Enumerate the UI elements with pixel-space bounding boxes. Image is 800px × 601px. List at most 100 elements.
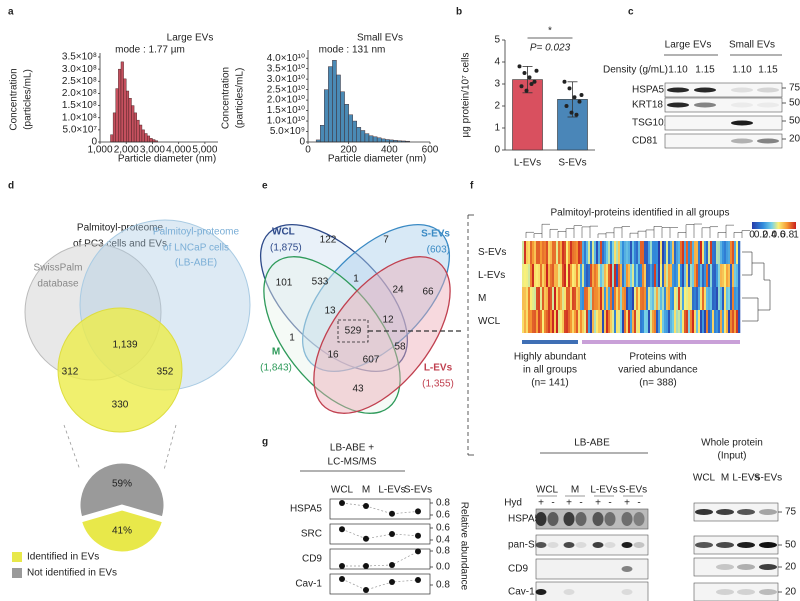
hyd-sign: + — [595, 498, 601, 509]
data-point — [562, 79, 567, 84]
heatmap-cell — [610, 287, 613, 310]
heatmap-cell — [666, 287, 669, 310]
title: Palmitoyl-proteins identified in all gro… — [551, 208, 730, 219]
row-label: L-EVs — [478, 270, 505, 281]
heatmap-cell — [524, 264, 527, 287]
title: Whole protein — [701, 438, 763, 449]
heatmap-cell — [716, 241, 719, 264]
blot-frame — [664, 97, 783, 113]
heatmap-cell — [708, 241, 711, 264]
legend-label: Identified in EVs — [27, 552, 99, 563]
heatmap-cell — [656, 287, 659, 310]
heatmap-cell — [606, 264, 609, 287]
heatmap-cell — [638, 264, 641, 287]
blot-band — [621, 512, 633, 526]
heatmap-cell — [708, 287, 711, 310]
column-label: WCL — [536, 485, 559, 496]
set-label: of LNCaP cells — [163, 243, 229, 254]
blot-band — [547, 542, 559, 548]
heatmap-cell — [522, 310, 525, 333]
heatmap-cell — [644, 310, 647, 333]
heatmap-cell — [688, 241, 691, 264]
heatmap-cell — [608, 264, 611, 287]
heatmap-cell — [604, 264, 607, 287]
count: 330 — [112, 400, 129, 411]
y-tick-label: 0.8 — [436, 546, 450, 557]
hist-bar — [352, 120, 358, 143]
heatmap-cell — [542, 287, 545, 310]
heatmap-cell — [536, 310, 539, 333]
blot-band — [621, 566, 633, 572]
mw-label: 75 — [785, 507, 797, 518]
heatmap-cell — [600, 241, 603, 264]
heatmap-cell — [630, 241, 633, 264]
heatmap-cell — [530, 241, 533, 264]
heatmap-cell — [686, 241, 689, 264]
hist-bar — [118, 68, 122, 143]
heatmap-cell — [694, 241, 697, 264]
x-axis-title: Particle diameter (nm) — [118, 154, 216, 165]
heatmap-cell — [612, 264, 615, 287]
heatmap-cell — [720, 241, 723, 264]
heatmap-cell — [620, 241, 623, 264]
x-tick-label: 2,000 — [114, 145, 139, 156]
heatmap-cell — [522, 287, 525, 310]
heatmap-cell — [728, 264, 731, 287]
heatmap-cell — [674, 264, 677, 287]
heatmap-cell — [532, 264, 535, 287]
blot-band — [716, 509, 734, 515]
colorbar-label: 0.2 — [754, 230, 768, 241]
heatmap-cell — [574, 264, 577, 287]
set-name: S-EVs — [421, 229, 450, 240]
heatmap-cell — [546, 310, 549, 333]
heatmap-cell — [606, 287, 609, 310]
y-tick-label: 1.0×10⁸ — [62, 112, 97, 123]
dotplot-line — [341, 578, 419, 591]
heatmap-cell — [724, 241, 727, 264]
heatmap-cell — [568, 241, 571, 264]
row-label: WCL — [478, 316, 501, 327]
blot-band — [667, 102, 689, 108]
x-tick-label: 200 — [340, 145, 357, 156]
hyd-sign: + — [566, 498, 572, 509]
heatmap-cell — [600, 264, 603, 287]
dotplot-line — [342, 551, 419, 567]
heatmap-cell — [662, 264, 665, 287]
heatmap-cell — [714, 287, 717, 310]
heatmap-cell — [624, 310, 627, 333]
heatmap-cell — [582, 264, 585, 287]
heatmap-cell — [658, 310, 661, 333]
heatmap-cell — [722, 310, 725, 333]
heatmap-cell — [626, 310, 629, 333]
panel-letter: f — [470, 181, 474, 192]
heatmap-cell — [600, 310, 603, 333]
heatmap-cell — [524, 241, 527, 264]
mw-label: 50 — [785, 540, 797, 551]
blot-band — [592, 542, 604, 548]
heatmap-cell — [672, 310, 675, 333]
heatmap-cell — [628, 310, 631, 333]
heatmap-cell — [640, 287, 643, 310]
heatmap-cell — [698, 241, 701, 264]
heatmap-cell — [662, 287, 665, 310]
hist-bar — [364, 133, 370, 143]
hyd-sign: - — [579, 498, 582, 509]
heatmap-cell — [652, 287, 655, 310]
blot-band — [563, 512, 575, 526]
heatmap-cell — [730, 310, 733, 333]
set-size: (1,875) — [270, 243, 302, 254]
heatmap-cell — [634, 241, 637, 264]
column-label: S-EVs — [404, 485, 432, 496]
hist-bar — [320, 125, 325, 143]
heatmap-cell — [554, 287, 557, 310]
y-tick-label: 5.0×10⁷ — [63, 124, 98, 135]
annotation: mode : 1.77 µm — [115, 45, 185, 56]
heatmap-cell — [548, 287, 551, 310]
count: 529 — [345, 326, 362, 337]
dot — [363, 587, 369, 593]
heatmap-cell — [674, 310, 677, 333]
heatmap-cell — [690, 310, 693, 333]
dot — [389, 562, 395, 568]
hist-bar — [141, 129, 145, 143]
column-label: L-EVs — [732, 473, 759, 484]
